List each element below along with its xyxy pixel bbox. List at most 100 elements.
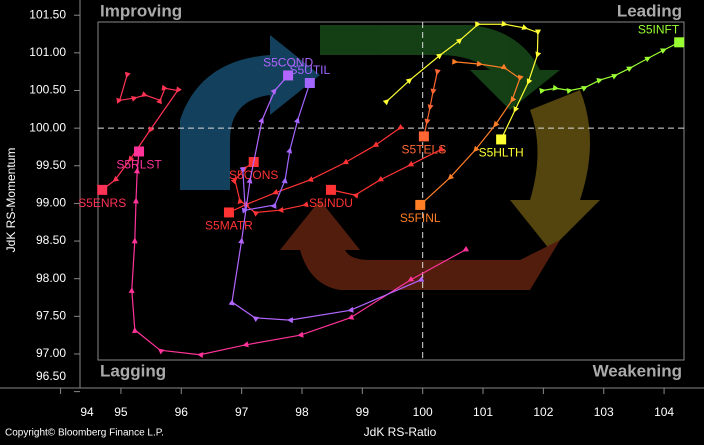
trail-marker — [462, 246, 470, 252]
trail-marker — [405, 78, 413, 85]
y-tick-label: 99.00 — [36, 196, 66, 210]
trail-marker — [148, 126, 155, 133]
trail-line — [542, 41, 680, 92]
y-tick-label: 100.50 — [29, 83, 66, 97]
head-marker — [418, 131, 429, 142]
series-label: S5INDU — [309, 196, 353, 210]
trail-marker — [539, 88, 546, 94]
y-tick-label: 96.50 — [36, 369, 66, 383]
x-tick-label: 103 — [594, 405, 614, 419]
trail-marker — [347, 306, 354, 313]
trail-marker — [476, 60, 483, 67]
trail-marker — [501, 20, 508, 27]
y-tick-label: 97.50 — [36, 309, 66, 323]
trail-marker — [241, 207, 249, 214]
x-tick-label: 95 — [114, 405, 128, 419]
trail-marker — [347, 314, 355, 320]
series-label: S5INFT — [638, 22, 680, 36]
trail-marker — [417, 276, 425, 282]
trail-marker — [132, 326, 139, 334]
trail-marker — [407, 276, 415, 282]
y-tick-label: 98.00 — [36, 271, 66, 285]
x-tick-label: 100 — [413, 405, 433, 419]
trail-marker — [430, 88, 437, 95]
trail-marker — [407, 161, 415, 167]
trail-marker — [161, 84, 168, 91]
head-marker — [97, 184, 108, 195]
trail-marker — [286, 317, 294, 324]
y-tick-label: 101.00 — [29, 45, 66, 59]
y-tick-label: 98.50 — [36, 233, 66, 247]
trail-marker — [133, 167, 140, 174]
trail-marker — [493, 120, 500, 128]
trail-line — [231, 75, 421, 321]
trail-marker — [239, 167, 246, 174]
trail-marker — [644, 56, 652, 63]
trail-marker — [518, 74, 524, 82]
trail-marker — [427, 104, 434, 111]
trail-marker — [252, 210, 260, 217]
trail-marker — [455, 38, 463, 45]
trail-marker — [131, 95, 138, 102]
x-tick-label: 104 — [654, 405, 674, 419]
trail-marker — [452, 58, 459, 65]
trail-marker — [302, 201, 309, 208]
quadrant-label: Weakening — [593, 361, 682, 380]
trail-marker — [141, 91, 148, 97]
head-marker — [134, 146, 145, 157]
trail-marker — [382, 99, 390, 106]
trail-marker — [526, 78, 533, 85]
trail-marker — [342, 158, 349, 165]
trail-marker — [626, 66, 633, 72]
trail-marker — [535, 29, 542, 36]
trail-marker — [566, 88, 573, 95]
trail-marker — [112, 175, 120, 182]
trail-marker — [157, 348, 165, 355]
trail-marker — [437, 145, 445, 152]
trail-marker — [611, 74, 618, 80]
x-axis-title: JdK RS-Ratio — [364, 425, 437, 439]
trail-marker — [297, 331, 304, 338]
trail-marker — [242, 341, 249, 348]
series-label: S5CONS — [229, 168, 278, 182]
quadrant-label: Leading — [617, 1, 682, 20]
trail-marker — [535, 51, 542, 58]
y-tick-label: 101.50 — [29, 7, 66, 21]
trail-marker — [242, 200, 250, 207]
trail-marker — [281, 177, 288, 184]
y-tick-label: 100.00 — [29, 120, 66, 134]
trail-marker — [372, 141, 380, 147]
trail-marker — [435, 53, 443, 60]
trail-marker — [246, 177, 253, 184]
trail-marker — [131, 237, 138, 244]
trail-marker — [237, 197, 244, 205]
trail-marker — [124, 71, 131, 79]
x-tick-label: 101 — [473, 405, 493, 419]
x-tick-label: 102 — [533, 405, 553, 419]
series-label: S5HLTH — [479, 146, 524, 160]
trail-marker — [277, 206, 284, 213]
head-marker — [674, 37, 685, 48]
trail-marker — [230, 177, 237, 185]
trail-marker — [128, 286, 135, 294]
head-marker — [304, 77, 315, 88]
trail-marker — [424, 118, 431, 126]
trail-marker — [128, 155, 135, 163]
x-tick-label: 96 — [175, 405, 189, 419]
trail-marker — [552, 84, 560, 91]
x-tick-label: 99 — [356, 405, 370, 419]
y-tick-label: 99.50 — [36, 158, 66, 172]
trail-marker — [156, 97, 162, 105]
trail-marker — [175, 86, 182, 93]
series-label: S5UTIL — [289, 63, 330, 77]
trail-marker — [272, 188, 279, 195]
trail-marker — [252, 316, 260, 323]
footer: Copyright© Bloomberg Finance L.P. — [5, 428, 164, 439]
series-label: S5COND — [263, 56, 313, 70]
quadrant-label: Improving — [100, 1, 182, 20]
trail-marker — [258, 117, 264, 124]
series-label: S5FINL — [400, 211, 441, 225]
trail-marker — [397, 123, 404, 130]
trail-marker — [352, 192, 359, 199]
